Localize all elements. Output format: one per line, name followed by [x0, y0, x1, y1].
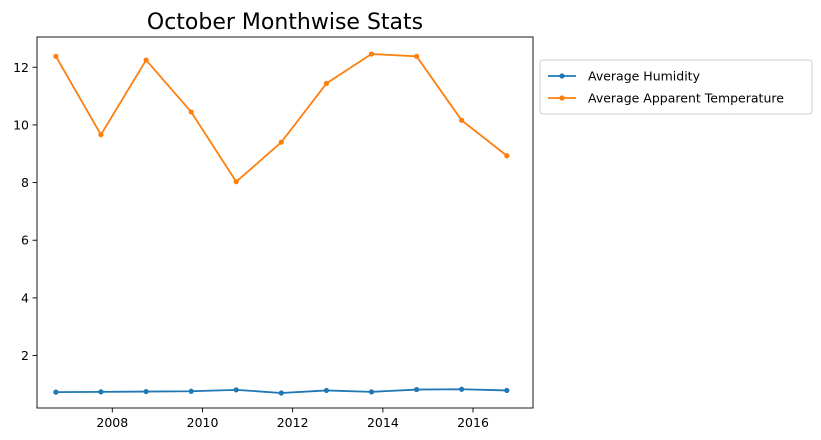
series-line: [55, 53, 508, 183]
y-tick-label: 2: [21, 348, 29, 363]
data-point: [188, 388, 194, 394]
data-point: [368, 51, 375, 57]
series-average-humidity: [53, 386, 510, 396]
data-point: [53, 53, 59, 59]
data-point: [504, 153, 510, 159]
data-point: [323, 80, 330, 87]
data-point: [98, 132, 104, 138]
legend-label: Average Humidity: [588, 69, 701, 84]
y-tick-label: 6: [21, 233, 29, 248]
data-point: [143, 57, 149, 63]
data-point: [53, 389, 59, 395]
data-point: [459, 386, 465, 392]
data-point: [413, 53, 420, 59]
data-point: [278, 390, 284, 396]
data-point: [188, 109, 194, 115]
legend-marker: [559, 95, 565, 101]
legend-label: Average Apparent Temperature: [588, 91, 784, 106]
data-point: [413, 386, 420, 393]
series-average-apparent-temperature: [53, 51, 510, 185]
legend-box: [539, 59, 813, 115]
data-point: [504, 387, 510, 394]
chart-title: October Monthwise Stats: [147, 10, 423, 35]
x-tick-label: 2016: [457, 415, 489, 430]
x-tick-label: 2014: [367, 415, 399, 430]
plot-frame: [36, 36, 534, 409]
data-point: [459, 117, 465, 123]
x-tick-label: 2008: [96, 415, 128, 430]
x-tick-label: 2010: [187, 415, 219, 430]
y-tick-label: 8: [21, 175, 29, 190]
data-point: [233, 387, 239, 393]
axes: 2008 2010 2012 2014 2016 2 4 6 8 10 12: [13, 36, 534, 430]
data-point: [278, 139, 284, 145]
data-point: [233, 179, 239, 185]
legend: Average Humidity Average Apparent Tempera…: [539, 59, 813, 115]
data-point: [323, 387, 330, 394]
y-tick-label: 10: [13, 117, 29, 132]
x-tick-label: 2012: [277, 415, 309, 430]
y-tick-label: 12: [13, 60, 29, 75]
legend-marker: [559, 73, 565, 79]
plot-area: [53, 51, 510, 396]
data-point: [368, 389, 375, 395]
data-point: [143, 388, 149, 395]
data-point: [98, 389, 104, 395]
y-tick-label: 4: [21, 290, 29, 305]
